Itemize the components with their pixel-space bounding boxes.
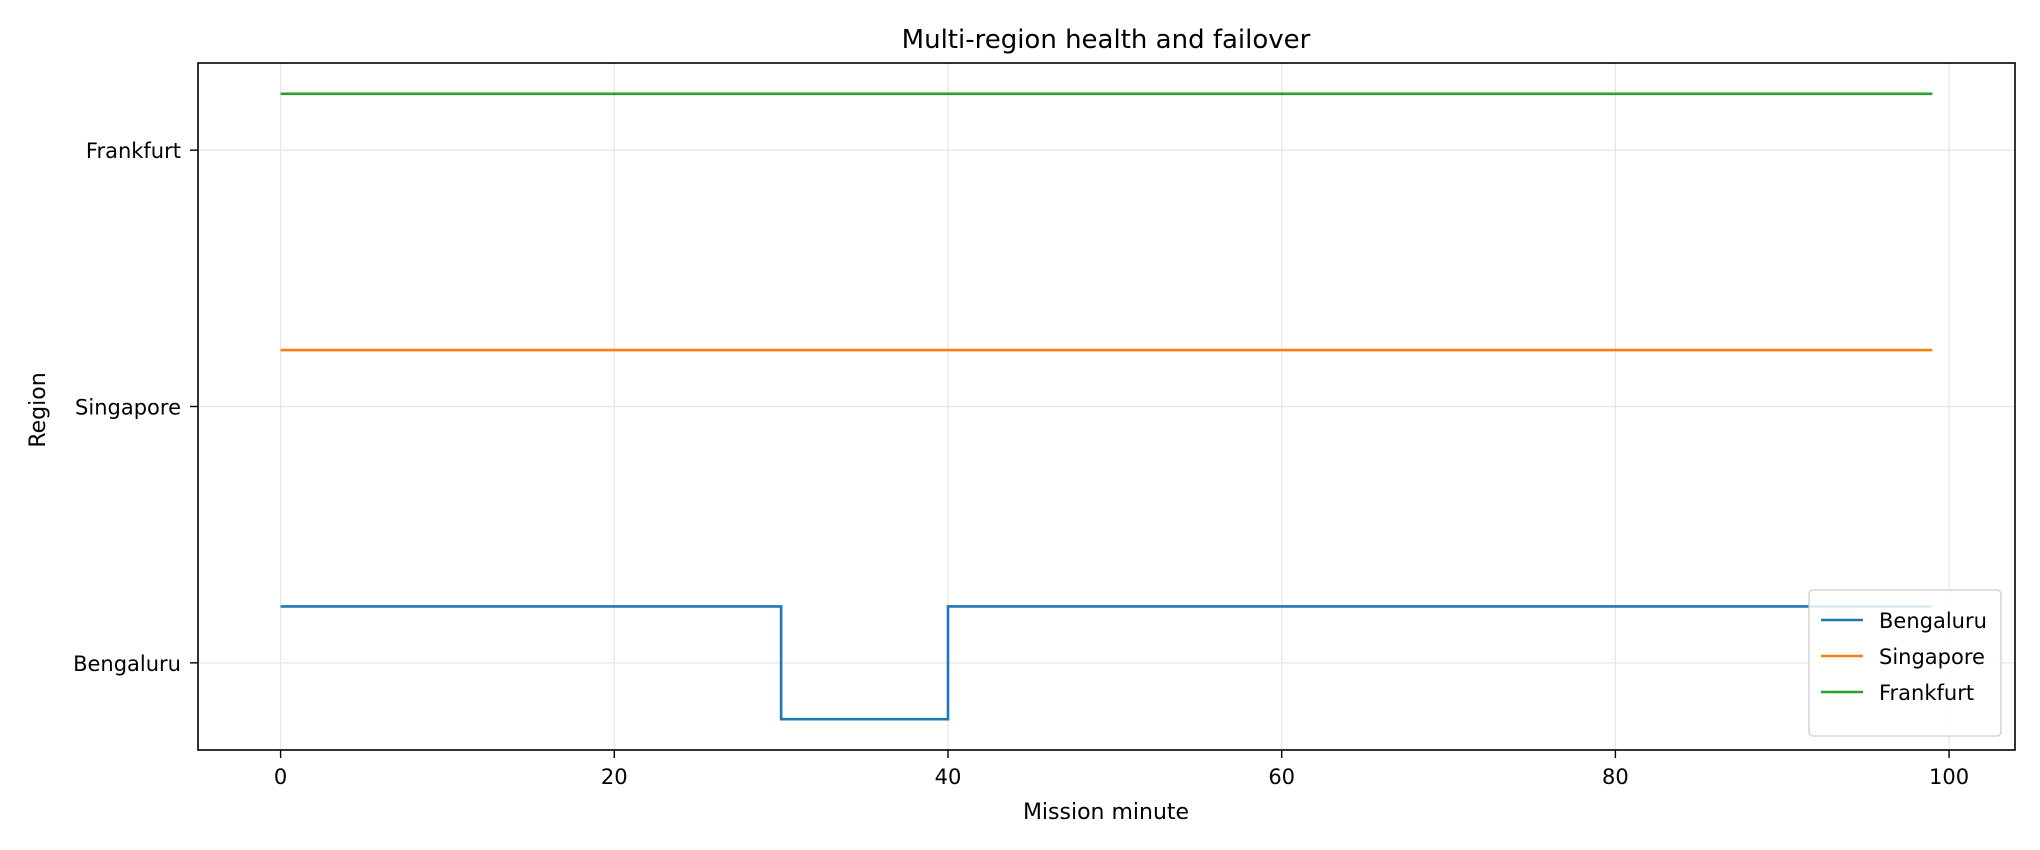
y-tick-label: Bengaluru xyxy=(73,652,181,676)
x-tick-label: 60 xyxy=(1268,765,1295,789)
series-line-bengaluru xyxy=(280,605,1933,721)
y-tick-label: Singapore xyxy=(75,396,181,420)
x-tick-label: 80 xyxy=(1602,765,1629,789)
series-lines xyxy=(280,92,1933,721)
x-axis-label: Mission minute xyxy=(1023,800,1189,825)
grid xyxy=(198,63,2015,750)
x-tick-label: 20 xyxy=(601,765,628,789)
x-tick-label: 0 xyxy=(274,765,287,789)
legend-label: Singapore xyxy=(1879,645,1985,669)
legend: Bengaluru Singapore Frankfurt xyxy=(1808,589,2002,737)
y-axis-label: Region xyxy=(26,372,51,447)
y-axis: Bengaluru Singapore Frankfurt xyxy=(73,139,198,676)
y-tick-label: Frankfurt xyxy=(86,139,181,163)
x-tick-label: 100 xyxy=(1929,765,1969,789)
legend-label: Frankfurt xyxy=(1879,681,1974,705)
x-tick-label: 40 xyxy=(935,765,962,789)
legend-label: Bengaluru xyxy=(1879,609,1987,633)
chart-title: Multi-region health and failover xyxy=(902,25,1311,55)
x-axis: 0 20 40 60 80 100 xyxy=(274,750,1969,789)
legend-box xyxy=(1808,589,2002,737)
